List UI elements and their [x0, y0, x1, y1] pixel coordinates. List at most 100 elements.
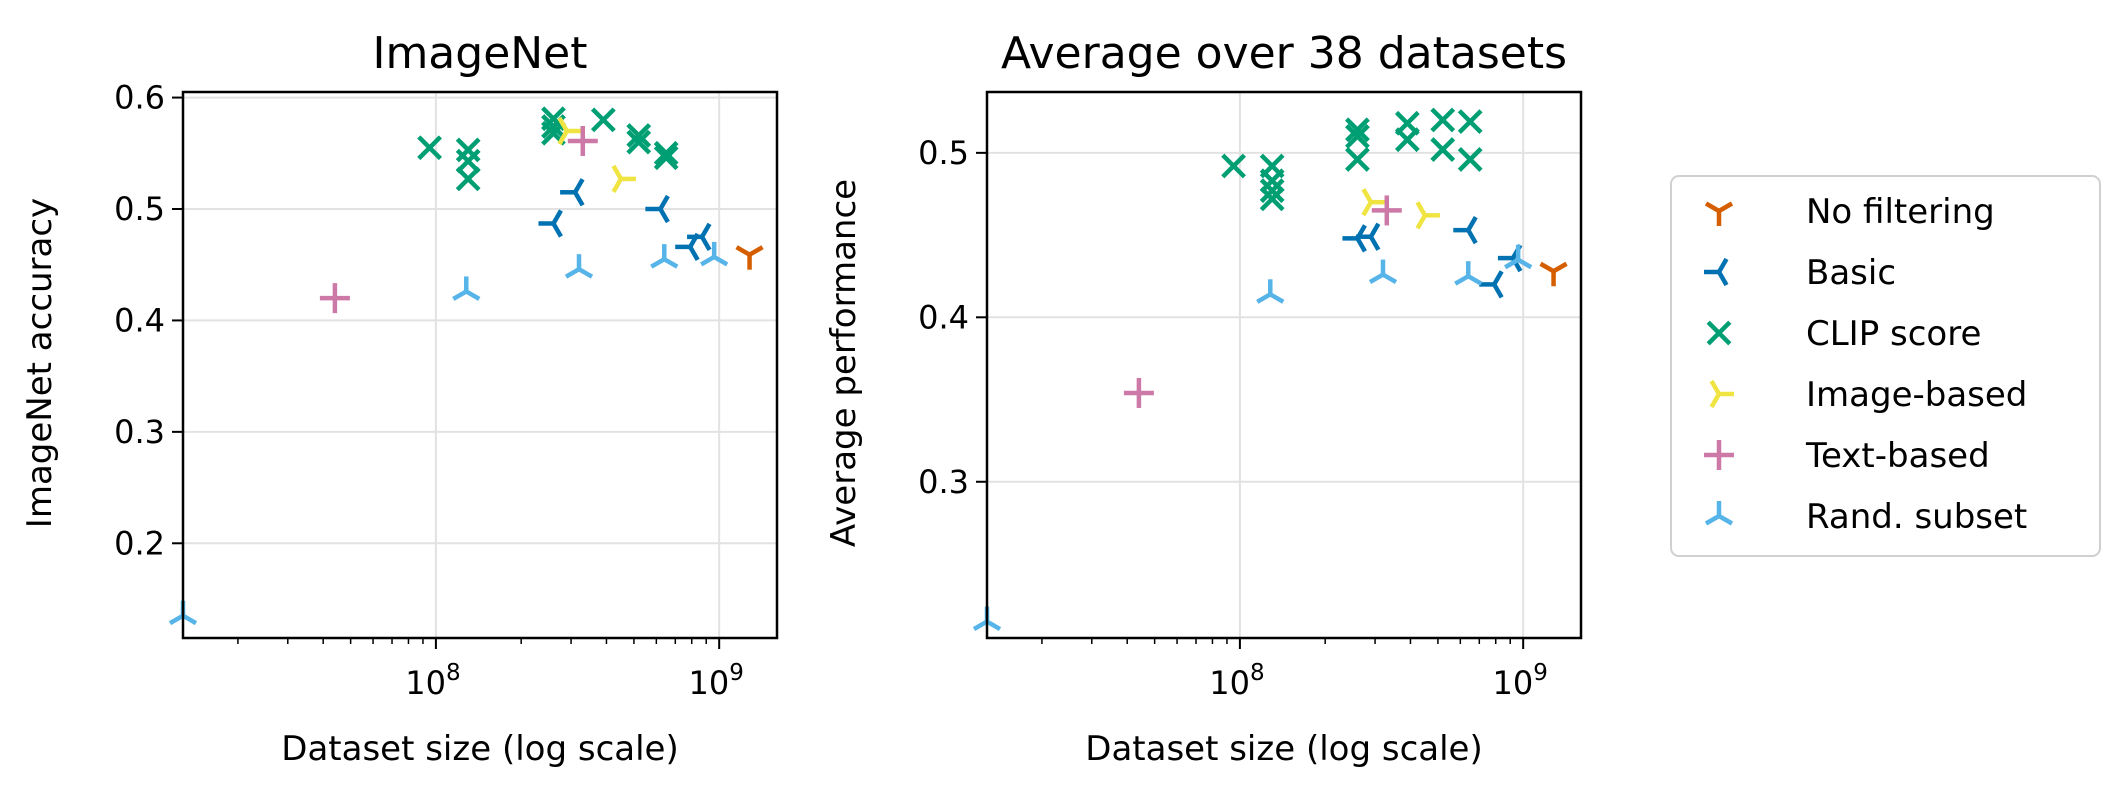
legend-item-basic: Basic — [1704, 253, 1896, 293]
legend-marker — [1704, 201, 1734, 226]
axes-frame — [985, 90, 1583, 640]
legend-item-image-based: Image-based — [1709, 375, 2027, 415]
data-point — [1415, 201, 1440, 230]
chart-title: Average over 38 datasets — [1001, 28, 1567, 79]
y-tick-label: 0.5 — [114, 190, 165, 228]
data-point — [645, 194, 670, 224]
x-tick-exponent: 9 — [1533, 660, 1548, 686]
legend-label: No filtering — [1806, 192, 1995, 232]
legend-marker — [1704, 257, 1729, 287]
data-point — [626, 123, 652, 148]
data-point — [1345, 117, 1370, 143]
x-tick-exponent: 8 — [1250, 660, 1265, 686]
x-tick-base: 10 — [405, 664, 446, 702]
legend-label: CLIP score — [1806, 314, 1981, 354]
data-point — [1457, 147, 1483, 172]
legend-marker — [1706, 320, 1732, 346]
series-image-based — [557, 116, 636, 194]
data-point — [590, 107, 616, 133]
data-point — [1259, 178, 1285, 204]
data-point — [687, 222, 712, 251]
data-point — [455, 148, 481, 174]
data-point — [1394, 127, 1420, 153]
x-tick-exponent: 8 — [446, 660, 461, 686]
data-point — [567, 126, 598, 157]
legend-marker — [1704, 501, 1734, 526]
data-point — [417, 135, 442, 161]
axes-frame — [181, 90, 779, 640]
y-tick-label: 0.3 — [114, 413, 165, 451]
data-point — [319, 283, 350, 314]
data-point — [1345, 124, 1370, 149]
series-rand-subset — [972, 244, 1533, 632]
data-point — [1259, 186, 1285, 212]
data-point — [452, 276, 481, 301]
data-point — [538, 209, 563, 238]
data-point — [650, 244, 679, 269]
data-point — [1454, 261, 1483, 286]
data-point — [653, 140, 679, 166]
y-tick-label: 0.3 — [918, 463, 969, 501]
legend-item-no-filtering: No filtering — [1704, 192, 1995, 232]
legend-marker — [1709, 379, 1734, 409]
data-point — [700, 241, 729, 267]
legend-label: Image-based — [1806, 375, 2027, 415]
x-tick-base: 10 — [1492, 664, 1533, 702]
data-point — [626, 129, 652, 155]
data-point — [1368, 259, 1398, 284]
data-point — [1221, 153, 1246, 179]
legend-item-clip-score: CLIP score — [1706, 314, 1981, 354]
data-point — [1430, 107, 1456, 133]
legend-marker — [1704, 440, 1734, 470]
data-point — [1371, 195, 1402, 226]
data-point — [1539, 261, 1568, 287]
data-point — [735, 245, 764, 270]
x-tick-exponent: 9 — [729, 660, 744, 686]
data-point — [455, 166, 481, 192]
y-tick-label: 0.6 — [114, 79, 165, 117]
series-no-filtering — [735, 245, 764, 270]
legend-item-text-based: Text-based — [1704, 436, 1990, 476]
y-tick-label: 0.4 — [918, 298, 969, 336]
x-tick-label: 108 — [1209, 660, 1264, 702]
data-point — [653, 145, 679, 171]
data-point — [1361, 188, 1386, 217]
y-axis-label: Average performance — [824, 179, 864, 547]
legend-label: Basic — [1806, 253, 1896, 293]
x-axis-label: Dataset size (log scale) — [1085, 729, 1482, 769]
y-tick-label: 0.5 — [918, 134, 969, 172]
data-point — [611, 164, 636, 194]
x-tick-base: 10 — [1209, 664, 1250, 702]
y-tick-label: 0.4 — [114, 301, 165, 339]
data-point — [1256, 279, 1285, 304]
x-tick-label: 108 — [405, 660, 460, 702]
data-point — [1123, 377, 1154, 408]
data-point — [1345, 147, 1370, 172]
x-axis-label: Dataset size (log scale) — [281, 729, 678, 769]
data-point — [1453, 216, 1478, 245]
y-tick-label: 0.2 — [114, 524, 165, 562]
data-point — [455, 137, 481, 163]
data-point — [1259, 168, 1285, 194]
x-tick-base: 10 — [688, 664, 729, 702]
series-text-based — [319, 126, 598, 314]
series-image-based — [1361, 188, 1440, 230]
data-point — [560, 178, 585, 207]
x-tick-label: 109 — [688, 660, 743, 702]
series-basic — [1342, 216, 1523, 299]
series-basic — [538, 178, 712, 262]
legend-item-rand-subset: Rand. subset — [1704, 497, 2027, 537]
chart-title: ImageNet — [372, 28, 587, 79]
data-point — [1457, 109, 1483, 134]
data-point — [557, 116, 582, 146]
series-clip-score — [417, 106, 679, 192]
data-point — [564, 254, 594, 279]
data-point — [1504, 244, 1533, 270]
data-point — [1479, 270, 1504, 299]
legend-label: Text-based — [1805, 436, 1990, 476]
data-point — [1430, 137, 1456, 162]
